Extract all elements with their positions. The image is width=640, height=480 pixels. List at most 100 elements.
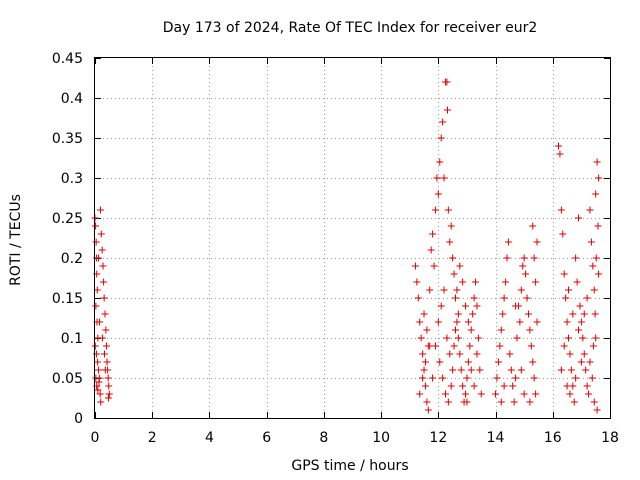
data-point	[524, 310, 532, 318]
data-point	[466, 342, 474, 350]
data-point	[500, 382, 508, 390]
data-point	[430, 262, 438, 270]
data-point	[434, 190, 442, 198]
data-point	[559, 230, 567, 238]
x-tick-label: 0	[91, 430, 100, 446]
data-point	[563, 318, 571, 326]
data-point	[516, 318, 524, 326]
data-point	[467, 366, 475, 374]
data-point	[423, 326, 431, 334]
grid-lines	[95, 58, 610, 418]
data-point	[527, 342, 535, 350]
data-point	[579, 334, 587, 342]
data-point	[520, 390, 528, 398]
data-point	[97, 230, 105, 238]
data-point	[443, 106, 451, 114]
data-point	[96, 390, 104, 398]
data-point	[102, 342, 110, 350]
y-tick-label: 0.25	[52, 211, 83, 227]
data-point	[496, 342, 504, 350]
data-point	[586, 206, 594, 214]
data-point	[105, 390, 113, 398]
data-point	[593, 406, 601, 414]
data-point	[585, 390, 593, 398]
y-tick-label: 0.45	[52, 51, 83, 67]
data-point	[421, 382, 429, 390]
data-point	[556, 150, 564, 158]
data-point	[517, 366, 525, 374]
data-point	[94, 386, 102, 394]
data-point	[417, 334, 425, 342]
data-point	[419, 374, 427, 382]
data-point	[512, 302, 520, 310]
data-point	[464, 318, 472, 326]
data-point	[587, 238, 595, 246]
data-point	[575, 326, 583, 334]
data-point	[590, 398, 598, 406]
y-tick-label: 0.1	[61, 331, 83, 347]
data-point	[463, 374, 471, 382]
data-point	[457, 366, 465, 374]
data-point	[421, 358, 429, 366]
data-point	[572, 254, 580, 262]
x-tick-label: 8	[319, 430, 328, 446]
data-point	[589, 342, 597, 350]
data-point	[462, 390, 470, 398]
y-axis-label: ROTI / TECUs	[8, 194, 24, 286]
data-point	[474, 334, 482, 342]
data-point	[98, 246, 106, 254]
data-point	[443, 78, 451, 86]
data-point	[575, 214, 583, 222]
data-point	[533, 318, 541, 326]
chart-title: Day 173 of 2024, Rate Of TEC Index for r…	[163, 20, 538, 36]
data-point	[503, 254, 511, 262]
data-point	[416, 318, 424, 326]
data-point	[592, 190, 600, 198]
data-point	[563, 382, 571, 390]
data-point	[441, 390, 449, 398]
data-point	[594, 222, 602, 230]
x-tick-label: 16	[544, 430, 562, 446]
y-tick-label: 0	[74, 411, 83, 427]
data-point	[529, 222, 537, 230]
data-point	[420, 366, 428, 374]
data-point	[582, 366, 590, 374]
data-point	[459, 278, 467, 286]
data-point	[562, 294, 570, 302]
data-point	[92, 302, 100, 310]
data-point	[463, 398, 471, 406]
data-point	[102, 326, 110, 334]
data-point	[446, 238, 454, 246]
data-point	[504, 238, 512, 246]
data-point	[494, 358, 502, 366]
data-point	[510, 398, 518, 406]
data-point	[444, 398, 452, 406]
data-point	[523, 294, 531, 302]
data-point	[439, 374, 447, 382]
data-point	[595, 174, 603, 182]
plot-frame	[94, 57, 611, 419]
data-point	[560, 342, 568, 350]
data-point	[492, 390, 500, 398]
data-point	[443, 334, 451, 342]
data-points	[91, 78, 603, 414]
data-point	[507, 366, 515, 374]
data-point	[520, 254, 528, 262]
data-point	[589, 262, 597, 270]
data-point	[452, 326, 459, 334]
data-point	[426, 286, 434, 294]
data-point	[566, 350, 574, 358]
data-point	[414, 294, 422, 302]
y-tick-labels: 0 0.05 0.1 0.15 0.2 0.25 0.3 0.35 0.4 0.45	[52, 51, 83, 427]
data-point	[462, 302, 470, 310]
data-point	[592, 254, 600, 262]
data-point	[500, 294, 508, 302]
data-point	[92, 238, 100, 246]
data-point	[577, 358, 585, 366]
x-tick-label: 10	[372, 430, 390, 446]
data-point	[580, 310, 588, 318]
data-point	[429, 374, 437, 382]
data-point	[493, 374, 501, 382]
x-tick-label: 6	[262, 430, 271, 446]
